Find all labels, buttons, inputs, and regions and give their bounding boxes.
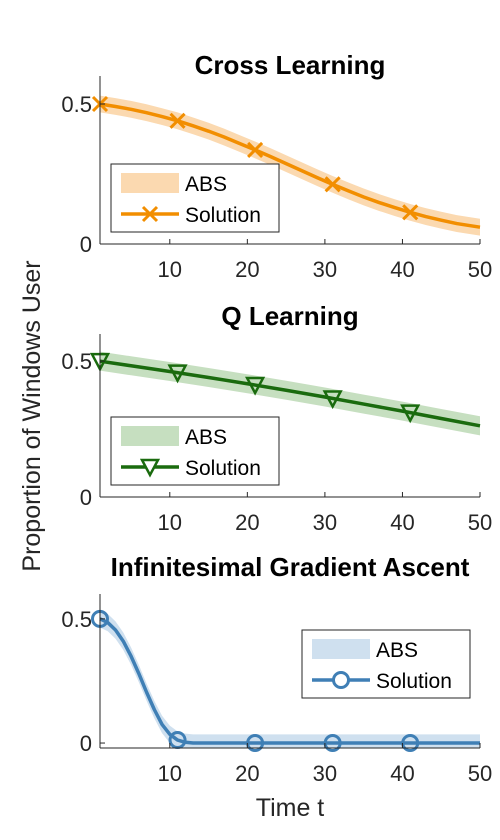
legend: ABS Solution [110,416,280,486]
x-tick-label: 10 [158,510,182,535]
legend-label-solution: Solution [185,457,261,480]
legend-label-solution: Solution [376,670,452,693]
legend-label-solution: Solution [185,204,261,227]
x-tick-label: 30 [313,761,337,786]
x-tick-label: 40 [390,761,414,786]
abs-band [100,351,480,436]
triangle-marker [167,364,188,384]
x-marker [169,112,186,129]
x-marker [247,141,264,158]
legend-band-swatch [121,173,179,193]
chart-panel-1: 10 20 30 40 50 0 0.5 Cross Learning ABS Solution [61,50,492,282]
triangle-marker [245,376,266,396]
y-tick-label: 0.5 [61,349,92,374]
x-tick-label: 10 [158,257,182,282]
x-tick-label: 50 [468,510,492,535]
x-marker [402,204,419,221]
x-tick-label: 40 [390,257,414,282]
y-tick-label: 0.5 [61,92,92,117]
legend-label-abs: ABS [376,639,418,662]
figure-xlabel: Time t [256,794,325,822]
triangle-marker [322,390,343,410]
x-tick-label: 20 [235,257,259,282]
chart-title: Cross Learning [195,50,386,80]
solution-line [99,359,481,428]
x-tick-label: 30 [313,257,337,282]
x-marker [324,176,341,193]
y-tick-label: 0 [80,232,92,257]
legend-x-marker [141,205,159,223]
x-tick-label: 30 [313,510,337,535]
chart-panel-2: 10 20 30 40 50 0 0.5 Q Learning ABS Solution [61,301,492,535]
y-tick-label: 0 [80,731,92,756]
chart-panel-3: 10 20 30 40 50 0 0.5 Infinitesimal Gradient Asc… [61,552,492,786]
legend-label-abs: ABS [185,426,227,449]
x-tick-label: 40 [390,510,414,535]
legend-band-swatch [312,639,370,659]
x-tick-label: 20 [235,510,259,535]
x-tick-label: 50 [468,761,492,786]
chart-title: Infinitesimal Gradient Ascent [111,552,470,582]
legend: ABS Solution [301,629,471,699]
chart-title: Q Learning [221,301,358,331]
legend-triangle-marker [139,458,161,478]
legend-label-abs: ABS [185,173,227,196]
legend-band-swatch [121,426,179,446]
legend: ABS Solution [110,163,280,233]
y-tick-label: 0 [80,485,92,510]
x-tick-label: 20 [235,761,259,786]
figure-ylabel: Proportion of Windows User [18,260,46,571]
x-tick-label: 10 [158,761,182,786]
x-tick-label: 50 [468,257,492,282]
triangle-marker [400,404,421,424]
legend-circle-marker [332,671,350,689]
y-tick-label: 0.5 [61,607,92,632]
